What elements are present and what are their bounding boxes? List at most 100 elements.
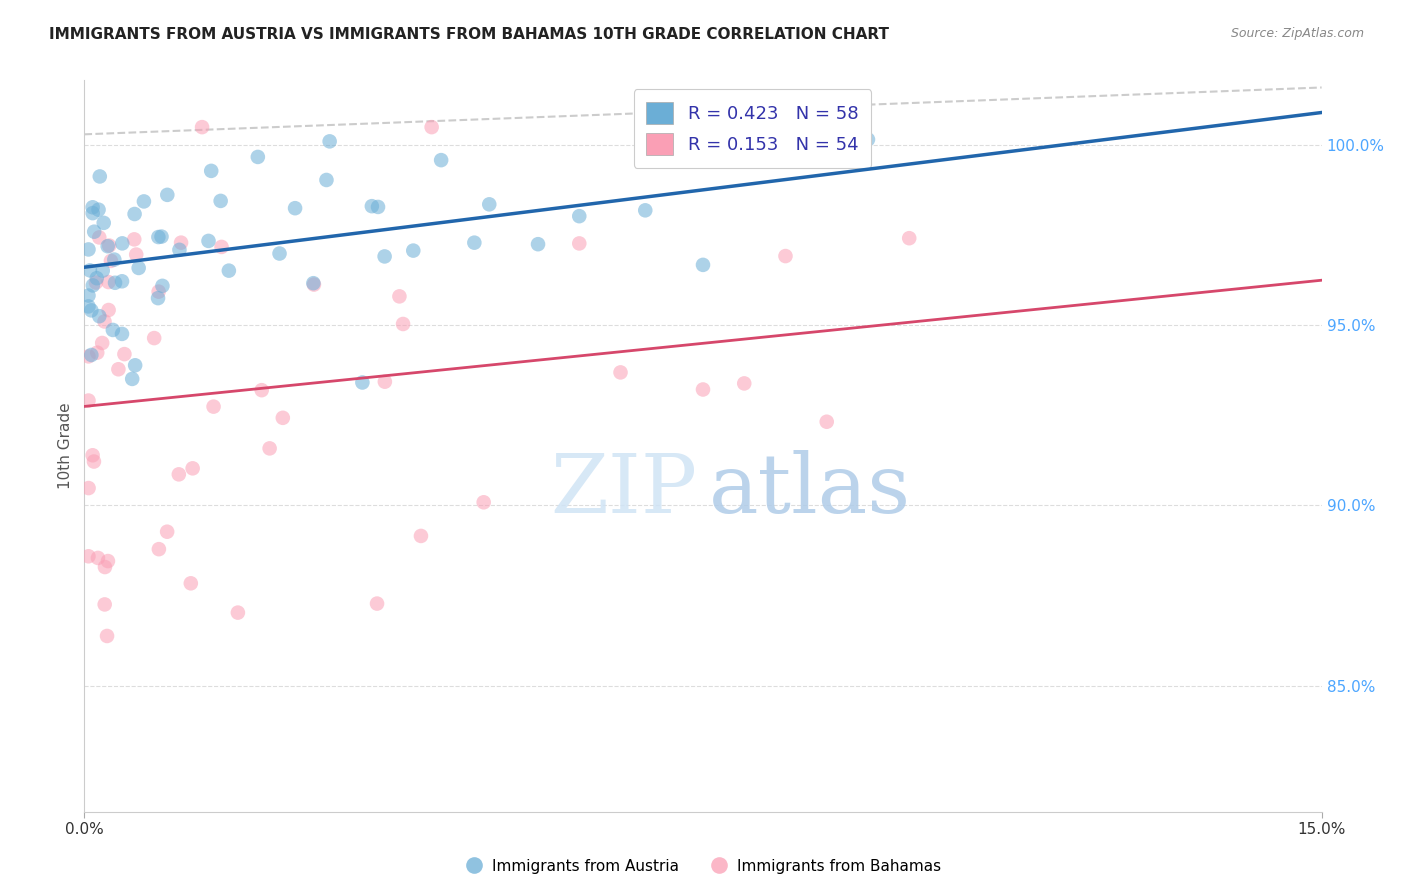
Point — [103, 252, 125, 267]
Point — [89, 230, 111, 244]
Point — [472, 495, 495, 509]
Point — [374, 375, 396, 389]
Point — [733, 376, 755, 391]
Legend: Immigrants from Austria, Immigrants from Bahamas: Immigrants from Austria, Immigrants from… — [458, 853, 948, 880]
Point — [86, 345, 108, 359]
Point — [94, 560, 117, 574]
Point — [77, 288, 100, 302]
Point — [83, 225, 105, 239]
Point — [77, 481, 100, 495]
Point — [315, 173, 337, 187]
Point — [367, 200, 389, 214]
Point — [478, 197, 501, 211]
Point — [80, 303, 103, 318]
Text: atlas: atlas — [709, 450, 911, 530]
Point — [150, 229, 173, 244]
Point — [527, 237, 550, 252]
Point — [77, 549, 100, 564]
Point — [125, 247, 148, 261]
Point — [77, 393, 100, 408]
Text: IMMIGRANTS FROM AUSTRIA VS IMMIGRANTS FROM BAHAMAS 10TH GRADE CORRELATION CHART: IMMIGRANTS FROM AUSTRIA VS IMMIGRANTS FR… — [49, 27, 889, 42]
Point — [634, 203, 657, 218]
Point — [302, 277, 325, 292]
Point — [89, 310, 111, 324]
Point — [101, 323, 124, 337]
Point — [856, 132, 879, 146]
Point — [82, 448, 104, 462]
Point — [121, 372, 143, 386]
Point — [409, 529, 432, 543]
Point — [180, 576, 202, 591]
Point — [733, 148, 755, 162]
Point — [775, 249, 797, 263]
Point — [898, 231, 921, 245]
Point — [284, 201, 307, 215]
Point — [111, 274, 134, 288]
Point — [191, 120, 214, 135]
Point — [82, 278, 104, 293]
Point — [148, 285, 170, 299]
Point — [181, 461, 204, 475]
Point — [392, 317, 415, 331]
Point — [302, 276, 325, 290]
Point — [269, 246, 291, 260]
Point — [167, 467, 190, 482]
Point — [200, 164, 222, 178]
Point — [97, 239, 120, 253]
Point — [93, 314, 115, 328]
Point — [271, 410, 294, 425]
Point — [202, 400, 225, 414]
Point — [420, 120, 443, 135]
Point — [246, 150, 269, 164]
Point — [360, 199, 382, 213]
Point — [815, 415, 838, 429]
Point — [146, 291, 169, 305]
Point — [318, 134, 340, 148]
Point — [124, 359, 146, 373]
Point — [111, 236, 134, 251]
Point — [463, 235, 485, 250]
Point — [374, 249, 396, 263]
Point — [156, 524, 179, 539]
Point — [97, 303, 120, 318]
Point — [111, 326, 134, 341]
Point — [93, 216, 115, 230]
Point — [568, 209, 591, 223]
Point — [87, 202, 110, 217]
Point — [132, 194, 155, 209]
Point — [568, 236, 591, 251]
Text: ZIP: ZIP — [550, 450, 697, 530]
Point — [170, 235, 193, 250]
Point — [259, 442, 281, 456]
Point — [143, 331, 166, 345]
Point — [169, 243, 191, 257]
Point — [124, 207, 146, 221]
Point — [97, 275, 120, 289]
Point — [152, 278, 174, 293]
Point — [91, 263, 114, 277]
Point — [156, 187, 179, 202]
Point — [128, 260, 150, 275]
Point — [211, 240, 233, 254]
Point — [83, 454, 105, 468]
Point — [402, 244, 425, 258]
Point — [226, 606, 249, 620]
Point — [82, 206, 104, 220]
Point — [692, 383, 714, 397]
Point — [97, 554, 120, 568]
Point — [86, 271, 108, 285]
Point — [77, 299, 100, 313]
Point — [122, 232, 145, 246]
Point — [250, 383, 273, 397]
Y-axis label: 10th Grade: 10th Grade — [58, 402, 73, 490]
Point — [609, 365, 631, 379]
Text: Source: ZipAtlas.com: Source: ZipAtlas.com — [1230, 27, 1364, 40]
Point — [692, 258, 714, 272]
Point — [77, 243, 100, 257]
Point — [80, 348, 103, 362]
Point — [352, 376, 374, 390]
Point — [79, 263, 101, 277]
Point — [104, 276, 127, 290]
Point — [430, 153, 453, 168]
Point — [112, 347, 135, 361]
